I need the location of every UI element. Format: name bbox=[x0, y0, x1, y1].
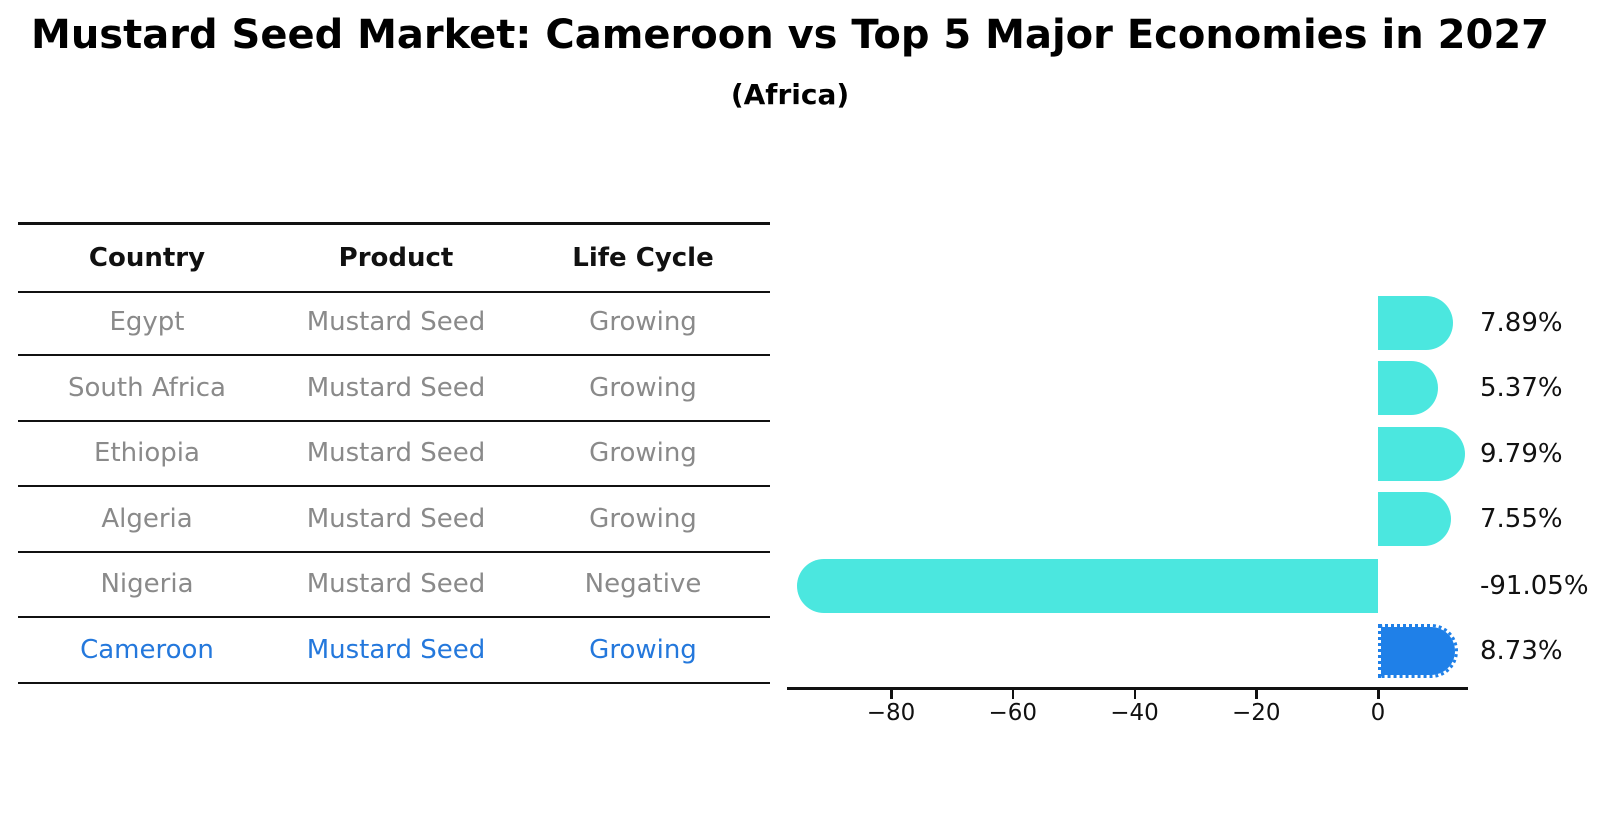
table-cell-product: Mustard Seed bbox=[276, 422, 516, 487]
x-axis-tick-mark bbox=[1377, 690, 1380, 699]
column-header-product: Product bbox=[276, 225, 516, 293]
bar-ethiopia bbox=[1378, 427, 1465, 481]
table-cell-life-cycle: Growing bbox=[516, 356, 770, 422]
column-header-life-cycle: Life Cycle bbox=[516, 225, 770, 293]
table-cell-country: Cameroon bbox=[18, 618, 276, 684]
table-cell-life-cycle: Growing bbox=[516, 487, 770, 553]
table-cell-life-cycle: Growing bbox=[516, 618, 770, 684]
bar-value-label-ethiopia: 9.79% bbox=[1480, 439, 1563, 469]
table-cell-product: Mustard Seed bbox=[276, 487, 516, 553]
x-axis-tick-mark bbox=[1133, 690, 1136, 699]
x-axis-tick-label: −40 bbox=[1110, 700, 1159, 726]
x-axis-tick-label: −20 bbox=[1231, 700, 1281, 726]
x-axis-tick-label: 0 bbox=[1370, 700, 1386, 726]
country-table: Country Product Life Cycle Egypt Mustard… bbox=[18, 222, 770, 684]
chart-subtitle: (Africa) bbox=[730, 78, 850, 111]
bar-nigeria bbox=[796, 558, 1378, 613]
bar-algeria bbox=[1378, 492, 1451, 546]
bar-egypt bbox=[1378, 295, 1454, 350]
table-cell-product: Mustard Seed bbox=[276, 618, 516, 684]
table-cell-country: Algeria bbox=[18, 487, 276, 553]
x-axis-tick-label: −80 bbox=[866, 700, 916, 726]
chart-title: Mustard Seed Market: Cameroon vs Top 5 M… bbox=[31, 12, 1549, 58]
bar-cameroon bbox=[1378, 623, 1459, 678]
table-cell-life-cycle: Negative bbox=[516, 553, 770, 618]
x-axis-line bbox=[787, 687, 1468, 690]
column-header-country: Country bbox=[18, 225, 276, 293]
table-cell-product: Mustard Seed bbox=[276, 356, 516, 422]
x-axis-tick-mark bbox=[1011, 690, 1015, 699]
table-cell-life-cycle: Growing bbox=[516, 291, 770, 356]
bar-value-label-egypt: 7.89% bbox=[1480, 307, 1563, 338]
x-axis-tick-mark bbox=[890, 690, 893, 699]
x-axis-tick-mark bbox=[1255, 690, 1258, 699]
table-cell-country: Egypt bbox=[18, 291, 276, 356]
table-cell-country: South Africa bbox=[18, 356, 276, 422]
bar-value-label-cameroon: 8.73% bbox=[1480, 635, 1563, 666]
bar-south-africa bbox=[1378, 360, 1438, 415]
table-cell-life-cycle: Growing bbox=[516, 422, 770, 487]
bar-value-label-south-africa: 5.37% bbox=[1480, 372, 1563, 403]
table-cell-country: Ethiopia bbox=[18, 422, 276, 487]
table-cell-product: Mustard Seed bbox=[276, 553, 516, 618]
table-cell-country: Nigeria bbox=[18, 553, 276, 618]
table-cell-product: Mustard Seed bbox=[276, 291, 516, 356]
bar-value-label-nigeria: -91.05% bbox=[1480, 570, 1589, 601]
x-axis-tick-label: −60 bbox=[988, 700, 1038, 726]
bar-value-label-algeria: 7.55% bbox=[1480, 504, 1563, 534]
